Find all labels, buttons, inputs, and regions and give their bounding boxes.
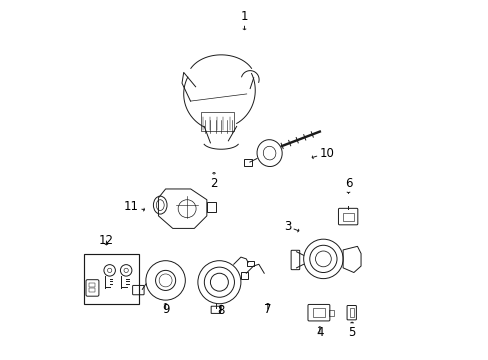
Bar: [89, 288, 95, 292]
Text: 8: 8: [217, 305, 224, 318]
Text: 12: 12: [99, 234, 114, 247]
Text: 7: 7: [264, 303, 271, 316]
Text: 5: 5: [347, 322, 355, 339]
Bar: [206, 202, 215, 212]
Text: 1: 1: [240, 10, 248, 30]
Text: 9: 9: [162, 303, 169, 316]
Bar: [342, 213, 353, 221]
Bar: [247, 261, 253, 266]
Text: 11: 11: [124, 201, 144, 213]
Text: 4: 4: [315, 326, 323, 339]
Bar: [349, 309, 353, 317]
Bar: [244, 159, 252, 166]
Bar: [89, 283, 95, 287]
Bar: [312, 309, 325, 318]
Text: 2: 2: [210, 172, 217, 190]
Text: 3: 3: [283, 220, 298, 233]
Text: 10: 10: [312, 147, 334, 159]
Bar: [328, 310, 333, 316]
Text: 6: 6: [344, 177, 351, 193]
Bar: [83, 253, 139, 304]
